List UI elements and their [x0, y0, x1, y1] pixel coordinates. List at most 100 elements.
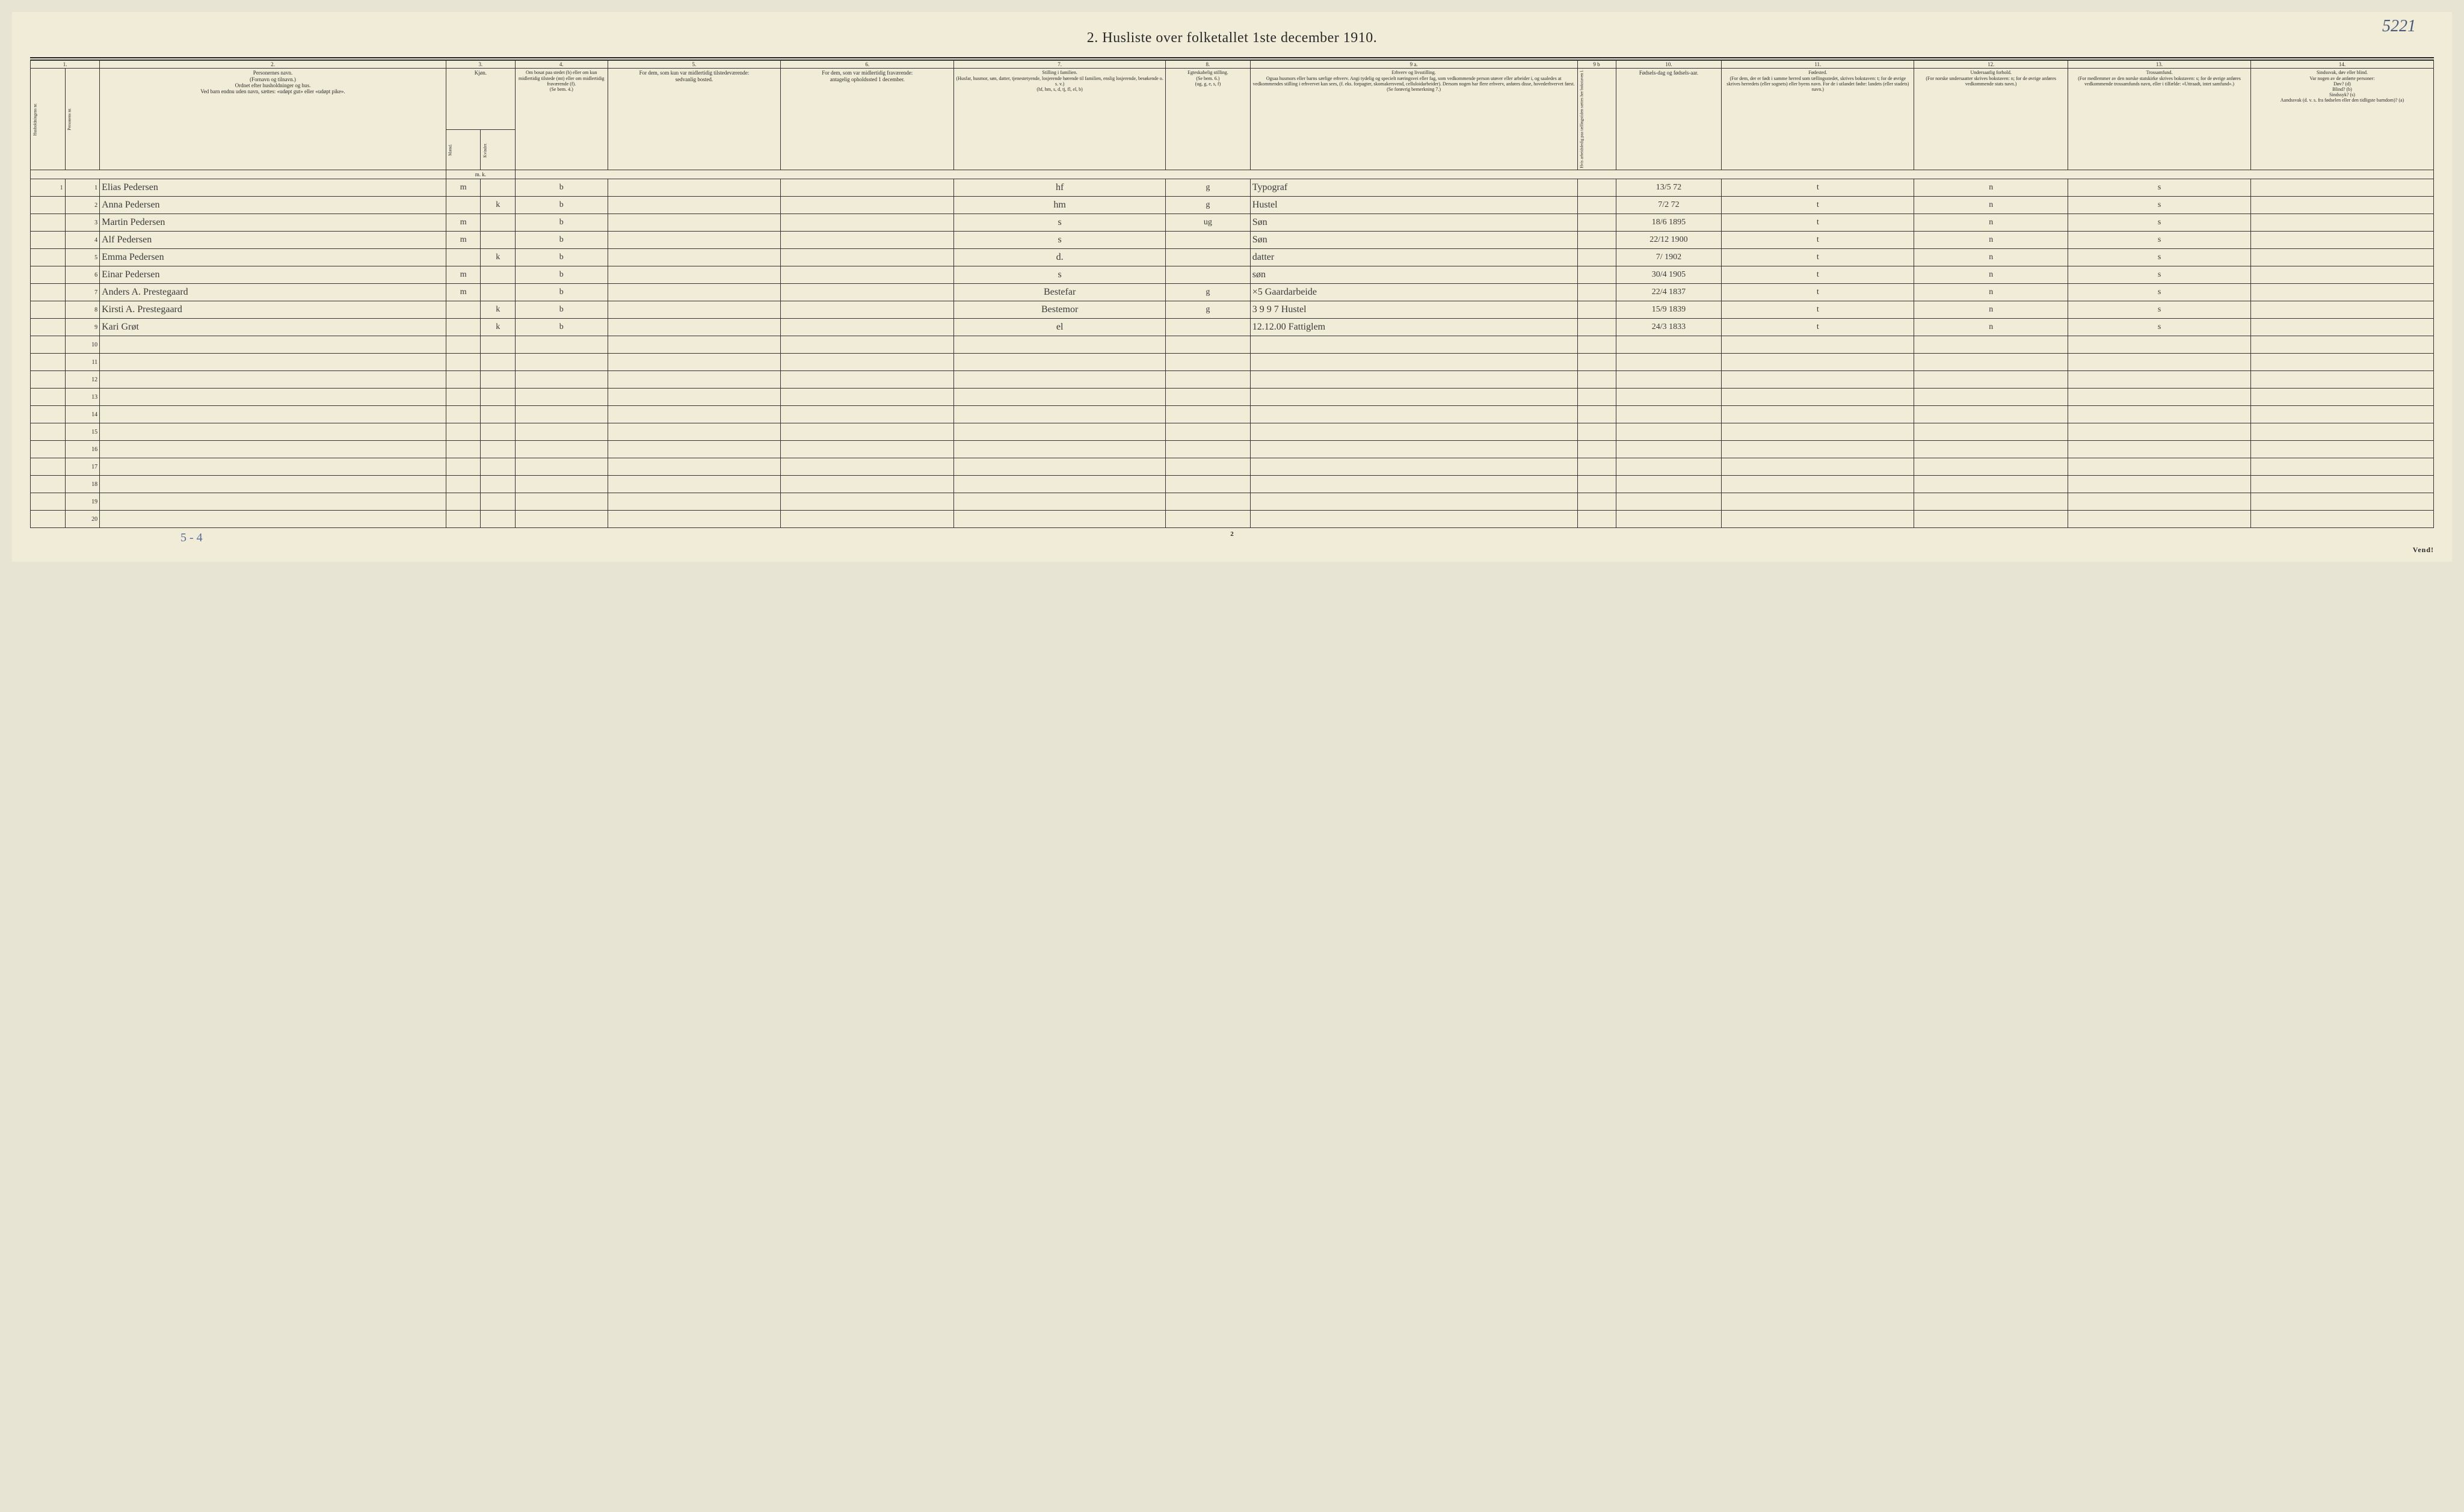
spacer — [31, 170, 446, 179]
temp-present — [608, 214, 781, 232]
birthplace: t — [1722, 266, 1914, 284]
nationality: n — [1914, 266, 2068, 284]
person-num: 14 — [65, 406, 100, 423]
religion: s — [2068, 179, 2251, 197]
empty-cell — [1722, 458, 1914, 476]
disability — [2250, 197, 2433, 214]
birthdate: 13/5 72 — [1616, 179, 1722, 197]
empty-cell — [608, 511, 781, 528]
empty-cell — [608, 458, 781, 476]
religion: s — [2068, 319, 2251, 336]
hdr-mk: m. k. — [446, 170, 515, 179]
marital: g — [1166, 301, 1251, 319]
empty-cell — [100, 389, 446, 406]
empty-cell — [446, 336, 481, 354]
religion: s — [2068, 266, 2251, 284]
table-head: 1. 2. 3. 4. 5. 6. 7. 8. 9 a. 9 b 10. 11.… — [31, 61, 2434, 179]
colnum-7: 7. — [954, 61, 1166, 69]
temp-absent — [781, 214, 954, 232]
temp-present — [608, 232, 781, 249]
hh-num — [31, 354, 66, 371]
colnum-9a: 9 a. — [1250, 61, 1577, 69]
empty-cell — [515, 371, 608, 389]
hdr-sex-m: Mænd. — [446, 130, 481, 170]
empty-cell — [515, 441, 608, 458]
empty-cell — [608, 336, 781, 354]
empty-cell — [481, 336, 516, 354]
temp-absent — [781, 249, 954, 266]
empty-cell — [2068, 493, 2251, 511]
empty-cell — [1914, 441, 2068, 458]
hdr-marital: Egteskabelig stilling. (Se bem. 6.) (ug,… — [1166, 69, 1251, 170]
empty-cell — [608, 406, 781, 423]
empty-cell — [1914, 423, 2068, 441]
disability — [2250, 301, 2433, 319]
occupation: ×5 Gaardarbeide — [1250, 284, 1577, 301]
marital: ug — [1166, 214, 1251, 232]
birthplace: t — [1722, 319, 1914, 336]
empty-cell — [1914, 493, 2068, 511]
empty-cell — [954, 511, 1166, 528]
temp-present — [608, 266, 781, 284]
family-pos: el — [954, 319, 1166, 336]
religion: s — [2068, 232, 2251, 249]
hh-num — [31, 284, 66, 301]
temp-absent — [781, 266, 954, 284]
empty-cell — [1166, 458, 1251, 476]
empty-cell — [1166, 441, 1251, 458]
temp-present — [608, 284, 781, 301]
disability — [2250, 284, 2433, 301]
empty-cell — [481, 511, 516, 528]
colnum-14: 14. — [2250, 61, 2433, 69]
empty-cell — [1914, 511, 2068, 528]
sex-m: m — [446, 284, 481, 301]
footer-handwritten-tally: 5 - 4 — [180, 531, 203, 545]
empty-cell — [515, 389, 608, 406]
unemployed — [1577, 179, 1616, 197]
temp-absent — [781, 197, 954, 214]
religion: s — [2068, 284, 2251, 301]
sex-k: k — [481, 319, 516, 336]
empty-cell — [954, 371, 1166, 389]
empty-cell — [1616, 511, 1722, 528]
table-row: 3Martin PedersenmbsugSøn18/6 1895tns — [31, 214, 2434, 232]
colnum-13: 13. — [2068, 61, 2251, 69]
table-row-empty: 15 — [31, 423, 2434, 441]
empty-cell — [2250, 406, 2433, 423]
nationality: n — [1914, 197, 2068, 214]
hdr-disability: Sindssvak, døv eller blind. Var nogen av… — [2250, 69, 2433, 170]
table-row-empty: 18 — [31, 476, 2434, 493]
empty-cell — [1722, 511, 1914, 528]
hdr-unemployed: Hvis arbeidsledig paa tællingstiden sætt… — [1577, 69, 1616, 170]
birthdate: 30/4 1905 — [1616, 266, 1722, 284]
empty-cell — [515, 336, 608, 354]
page-title: 2. Husliste over folketallet 1ste decemb… — [30, 30, 2434, 46]
colnum-4: 4. — [515, 61, 608, 69]
empty-cell — [481, 493, 516, 511]
birthdate: 7/2 72 — [1616, 197, 1722, 214]
empty-cell — [1722, 441, 1914, 458]
empty-cell — [1577, 476, 1616, 493]
empty-cell — [2068, 476, 2251, 493]
empty-cell — [1616, 423, 1722, 441]
empty-cell — [481, 423, 516, 441]
empty-cell — [1250, 458, 1577, 476]
empty-cell — [481, 371, 516, 389]
empty-cell — [1616, 371, 1722, 389]
disability — [2250, 214, 2433, 232]
sex-k — [481, 284, 516, 301]
empty-cell — [2250, 458, 2433, 476]
empty-cell — [1722, 406, 1914, 423]
empty-cell — [1914, 371, 2068, 389]
empty-cell — [100, 371, 446, 389]
hdr-temp-absent: For dem, som var midlertidig fraværende:… — [781, 69, 954, 170]
empty-cell — [446, 371, 481, 389]
residence: b — [515, 232, 608, 249]
empty-cell — [1722, 389, 1914, 406]
person-num: 13 — [65, 389, 100, 406]
empty-cell — [1577, 493, 1616, 511]
table-body: 11Elias PedersenmbhfgTypograf13/5 72tns2… — [31, 179, 2434, 528]
residence: b — [515, 301, 608, 319]
birthplace: t — [1722, 232, 1914, 249]
hh-num — [31, 371, 66, 389]
